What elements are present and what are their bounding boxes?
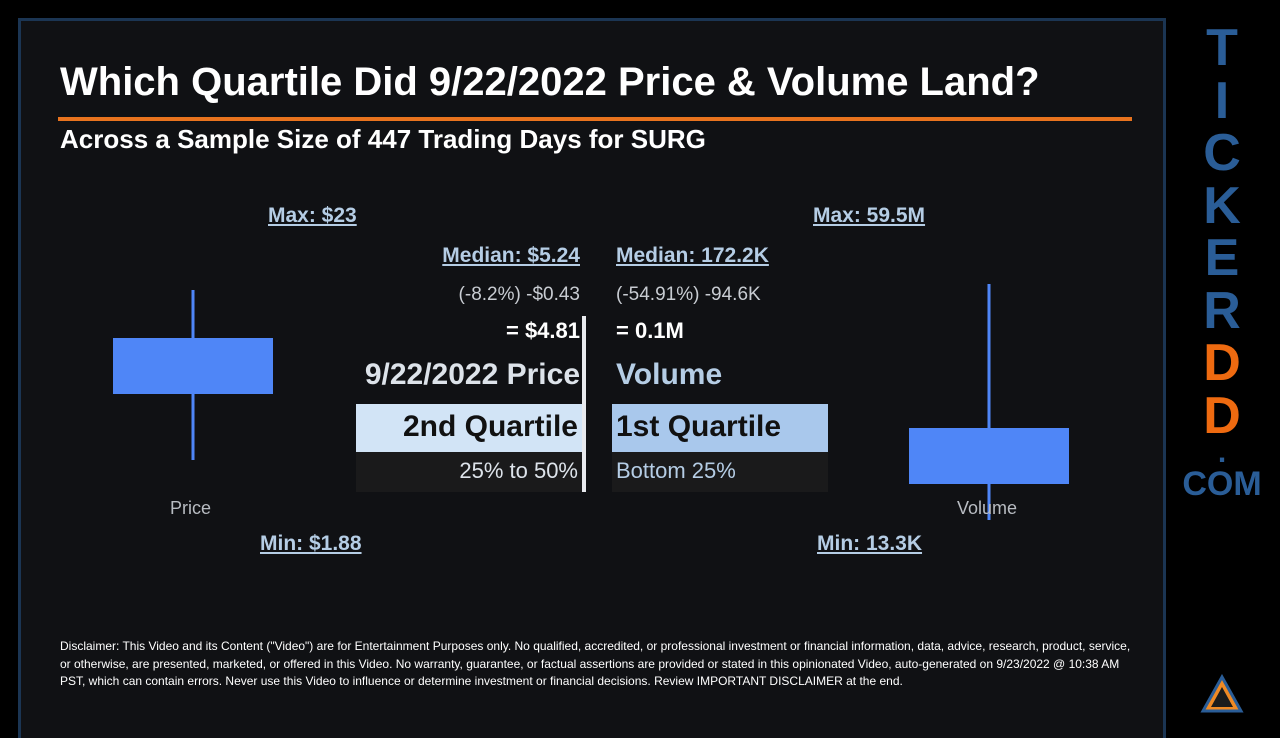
volume-change-label: (-54.91%) -94.6K [616,284,761,305]
brand-letter: K [1203,176,1241,235]
price-median-label: Median: $5.24 [442,244,580,267]
brand-letter: D [1203,334,1241,392]
brand-dot: . [1217,436,1227,469]
brand-suffix: COM [1182,465,1262,503]
volume-min-label: Min: 13.3K [817,532,923,555]
page-title: Which Quartile Did 9/22/2022 Price & Vol… [60,60,1040,104]
price-axis-caption: Price [170,498,212,518]
price-range-label: 25% to 50% [356,452,582,492]
brand-column: T I C K E R D D . COM [1172,22,1272,504]
price-min-label: Min: $1.88 [260,532,362,555]
brand-letter: D [1203,386,1241,445]
volume-box [909,428,1069,484]
price-date-label: 9/22/2022 Price [364,358,580,391]
center-divider [582,316,586,492]
price-box-chart [113,290,273,460]
volume-box-chart [909,284,1069,520]
page-subtitle: Across a Sample Size of 447 Trading Days… [60,124,706,154]
brand-letter: I [1214,71,1230,130]
disclaimer-text: Disclaimer: This Video and its Content (… [60,639,1131,688]
price-change-label: (-8.2%) -$0.43 [458,284,580,305]
volume-max-label: Max: 59.5M [813,204,926,227]
price-quartile-badge: 2nd Quartile [356,404,582,452]
volume-quartile-badge: 1st Quartile [612,404,828,452]
brand-letter: R [1203,281,1241,340]
volume-result-label: = 0.1M [616,318,684,343]
volume-range-label: Bottom 25% [612,452,828,492]
price-result-label: = $4.81 [505,318,580,343]
volume-name-label: Volume [616,358,723,391]
title-underline [58,117,1132,121]
volume-median-label: Median: 172.2K [616,244,769,267]
triangle-logo-icon [1200,674,1244,713]
brand-letter: T [1206,19,1238,77]
price-box [113,338,273,394]
volume-axis-caption: Volume [957,498,1018,518]
brand-letter: E [1204,229,1240,287]
brand-letter: C [1203,124,1241,182]
price-max-label: Max: $23 [268,204,357,227]
